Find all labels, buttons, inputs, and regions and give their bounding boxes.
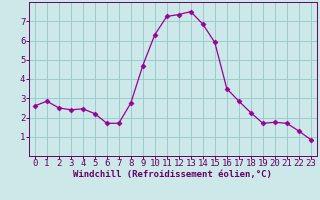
X-axis label: Windchill (Refroidissement éolien,°C): Windchill (Refroidissement éolien,°C) xyxy=(73,170,272,179)
